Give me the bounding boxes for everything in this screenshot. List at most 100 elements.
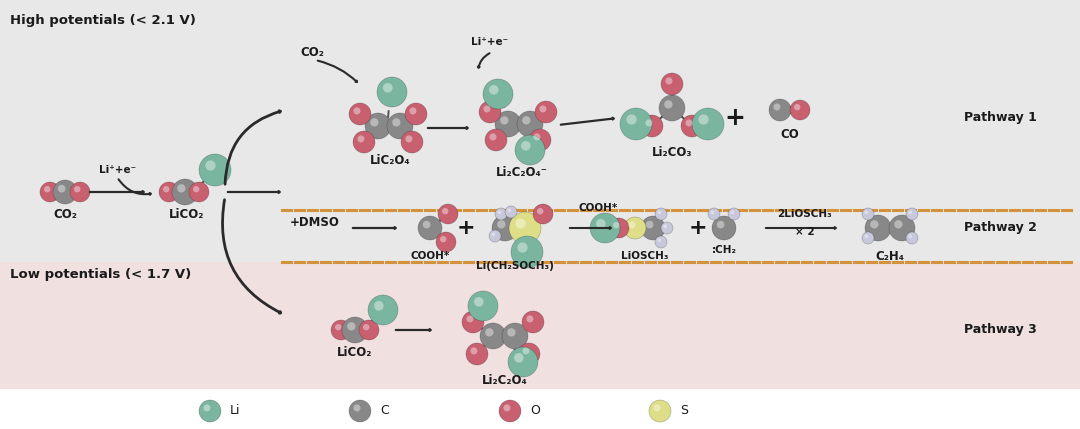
Circle shape [665, 77, 673, 85]
Circle shape [515, 135, 545, 165]
Circle shape [392, 118, 401, 127]
Circle shape [495, 208, 507, 220]
Text: LiCO₂: LiCO₂ [170, 208, 205, 221]
Circle shape [489, 230, 501, 242]
Circle shape [199, 154, 231, 186]
Circle shape [159, 182, 179, 202]
Circle shape [359, 320, 379, 340]
Circle shape [499, 400, 521, 422]
Circle shape [374, 301, 383, 311]
Circle shape [864, 210, 868, 214]
Circle shape [518, 343, 540, 365]
Circle shape [526, 315, 534, 323]
Circle shape [353, 107, 361, 115]
Circle shape [708, 208, 720, 220]
Circle shape [440, 236, 446, 242]
Circle shape [335, 324, 341, 330]
Circle shape [70, 182, 90, 202]
Circle shape [728, 208, 740, 220]
Text: COOH*: COOH* [410, 251, 449, 261]
Circle shape [401, 131, 423, 153]
Circle shape [529, 129, 551, 151]
Circle shape [347, 322, 355, 330]
Circle shape [609, 218, 629, 238]
Circle shape [590, 213, 620, 243]
Text: Li₂C₂O₄⁻: Li₂C₂O₄⁻ [496, 166, 548, 179]
Text: × 2: × 2 [795, 227, 814, 237]
Text: Pathway 3: Pathway 3 [963, 323, 1037, 336]
Circle shape [483, 79, 513, 109]
Circle shape [649, 400, 671, 422]
Circle shape [624, 217, 646, 239]
Text: Li₂CO₃: Li₂CO₃ [651, 145, 692, 158]
Circle shape [474, 297, 484, 307]
Text: S: S [680, 405, 688, 417]
Circle shape [471, 347, 477, 354]
Circle shape [658, 210, 661, 214]
Text: Low potentials (< 1.7 V): Low potentials (< 1.7 V) [10, 268, 191, 281]
Circle shape [330, 320, 351, 340]
Circle shape [189, 182, 210, 202]
Circle shape [514, 353, 524, 363]
Circle shape [491, 233, 496, 236]
Circle shape [363, 324, 369, 330]
Circle shape [75, 186, 80, 192]
Circle shape [418, 216, 442, 240]
Circle shape [502, 323, 528, 349]
Circle shape [906, 208, 918, 220]
Circle shape [712, 216, 735, 240]
Circle shape [686, 119, 692, 127]
Circle shape [405, 103, 427, 125]
Circle shape [889, 215, 915, 241]
Circle shape [485, 328, 494, 336]
Circle shape [730, 210, 734, 214]
Text: LiC₂O₄: LiC₂O₄ [369, 154, 410, 166]
Circle shape [659, 95, 685, 121]
Text: Li⁺+e⁻: Li⁺+e⁻ [99, 165, 136, 175]
Circle shape [409, 107, 417, 115]
Circle shape [642, 216, 665, 240]
Circle shape [596, 219, 606, 229]
Text: Li(CH₂SOCH₃): Li(CH₂SOCH₃) [476, 261, 554, 271]
Text: LiOSCH₃: LiOSCH₃ [621, 251, 669, 261]
Circle shape [365, 113, 391, 139]
Circle shape [349, 103, 372, 125]
Circle shape [497, 220, 505, 229]
Circle shape [539, 106, 546, 112]
Circle shape [661, 73, 683, 95]
Text: Pathway 1: Pathway 1 [963, 112, 1037, 124]
Circle shape [908, 234, 913, 238]
Circle shape [484, 106, 490, 112]
Circle shape [862, 208, 874, 220]
Circle shape [377, 77, 407, 107]
Circle shape [349, 400, 372, 422]
Circle shape [172, 179, 198, 205]
Circle shape [199, 400, 221, 422]
Text: 2LiOSCH₃: 2LiOSCH₃ [778, 209, 833, 219]
Circle shape [405, 136, 413, 142]
Circle shape [646, 221, 653, 229]
Circle shape [661, 222, 673, 234]
Circle shape [794, 104, 800, 110]
Circle shape [467, 315, 473, 323]
Text: :CH₂: :CH₂ [712, 245, 737, 255]
Circle shape [357, 136, 364, 142]
Circle shape [870, 220, 878, 229]
Circle shape [203, 405, 211, 411]
Circle shape [465, 343, 488, 365]
Text: +: + [689, 218, 707, 238]
Circle shape [342, 317, 368, 343]
Text: CO₂: CO₂ [53, 208, 77, 221]
Circle shape [717, 221, 725, 229]
Text: COOH*: COOH* [579, 203, 618, 213]
Circle shape [629, 221, 635, 228]
Circle shape [509, 212, 541, 244]
Circle shape [387, 113, 413, 139]
Circle shape [523, 116, 530, 124]
Circle shape [495, 111, 521, 137]
Text: Li: Li [230, 405, 241, 417]
Text: C₂H₄: C₂H₄ [876, 250, 905, 263]
Circle shape [442, 208, 448, 214]
Circle shape [485, 129, 507, 151]
Text: LiCO₂: LiCO₂ [337, 345, 373, 359]
